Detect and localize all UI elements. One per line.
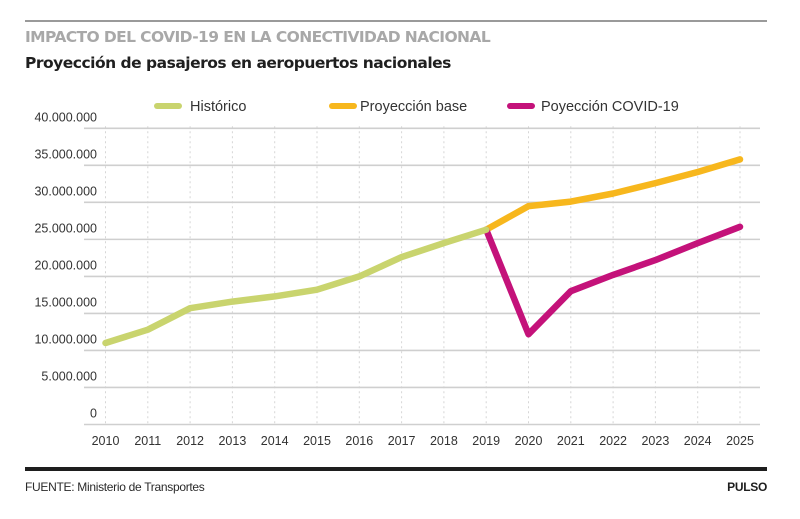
x-tick-label: 2025 — [726, 434, 754, 448]
y-tick-label: 40.000.000 — [34, 110, 97, 124]
vertical-gridlines — [105, 126, 741, 425]
source-note: FUENTE: Ministerio de Transportes — [25, 480, 205, 494]
x-tick-label: 2010 — [92, 434, 120, 448]
y-tick-label: 20.000.000 — [34, 258, 97, 272]
brand-logo: PULSO — [727, 480, 767, 494]
legend-item: Histórico — [154, 99, 246, 115]
x-tick-label: 2017 — [388, 434, 416, 448]
x-tick-label: 2022 — [599, 434, 627, 448]
x-tick-label: 2018 — [430, 434, 458, 448]
y-tick-label: 25.000.000 — [34, 221, 97, 235]
y-tick-label: 35.000.000 — [34, 147, 97, 161]
legend-label: Poyección COVID-19 — [541, 99, 679, 115]
legend-label: Histórico — [190, 99, 246, 115]
x-tick-label: 2011 — [134, 434, 161, 448]
x-tick-label: 2019 — [472, 434, 500, 448]
y-axis-tick-labels: 0 5.000.000 10.000.000 15.000.000 20.000.000… — [34, 110, 97, 420]
top-rule — [25, 20, 767, 22]
x-tick-label: 2014 — [261, 434, 289, 448]
chart-kicker: IMPACTO DEL COVID-19 EN LA CONECTIVIDAD … — [25, 28, 491, 46]
bottom-rule — [25, 467, 767, 471]
y-tick-label: 10.000.000 — [34, 332, 97, 346]
x-tick-label: 2015 — [303, 434, 331, 448]
legend: Histórico Proyección base Poyección COVID-… — [154, 99, 679, 115]
series-line-hist-rico — [102, 226, 490, 347]
x-axis-tick-labels: 2010 2011 2012 2013 2014 2015 2016 2017 2018 2019… — [92, 434, 754, 448]
x-tick-label: 2021 — [557, 434, 585, 448]
x-tick-label: 2020 — [515, 434, 543, 448]
series-lines — [102, 156, 744, 347]
horizontal-gridlines — [84, 127, 760, 426]
x-tick-label: 2013 — [218, 434, 246, 448]
y-tick-label: 0 — [90, 407, 97, 421]
legend-item: Proyección base — [329, 99, 467, 115]
series-line-poyecci-n-covid-19 — [482, 223, 744, 338]
x-tick-label: 2024 — [684, 434, 712, 448]
y-tick-label: 30.000.000 — [34, 184, 97, 198]
y-tick-label: 15.000.000 — [34, 295, 97, 309]
x-tick-label: 2012 — [176, 434, 204, 448]
y-tick-label: 5.000.000 — [41, 369, 97, 383]
x-tick-label: 2023 — [641, 434, 669, 448]
series-line-proyecci-n-base — [482, 156, 744, 233]
legend-label: Proyección base — [360, 99, 467, 115]
chart-title: Proyección de pasajeros en aeropuertos n… — [25, 54, 451, 72]
legend-item: Poyección COVID-19 — [507, 99, 679, 115]
x-tick-label: 2016 — [345, 434, 373, 448]
